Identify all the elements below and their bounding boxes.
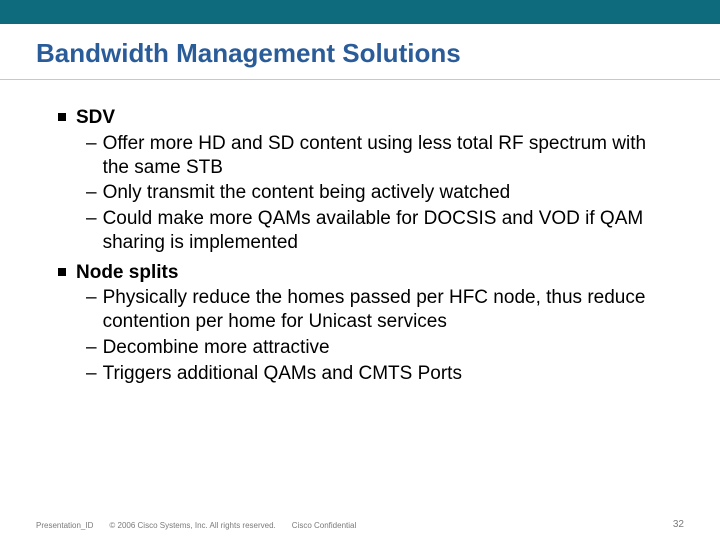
top-accent-bar — [0, 0, 720, 24]
dash-icon: – — [86, 362, 97, 386]
dash-icon: – — [86, 207, 97, 231]
title-area: Bandwidth Management Solutions — [0, 24, 720, 80]
bullet-label: SDV — [76, 106, 115, 130]
dash-icon: – — [86, 286, 97, 310]
bullet-block: Node splits – Physically reduce the home… — [58, 261, 660, 386]
slide-title: Bandwidth Management Solutions — [36, 38, 684, 69]
footer-presentation-id: Presentation_ID — [36, 521, 93, 530]
sub-text: Only transmit the content being actively… — [103, 181, 660, 205]
sub-text: Could make more QAMs available for DOCSI… — [103, 207, 660, 255]
square-bullet-icon — [58, 113, 66, 121]
sub-text: Triggers additional QAMs and CMTS Ports — [103, 362, 660, 386]
bullet-header: SDV — [58, 106, 660, 130]
sub-list: – Physically reduce the homes passed per… — [58, 286, 660, 385]
slide-footer: Presentation_ID © 2006 Cisco Systems, In… — [36, 521, 684, 530]
page-number: 32 — [673, 519, 684, 530]
sub-item: – Could make more QAMs available for DOC… — [86, 207, 660, 255]
sub-item: – Decombine more attractive — [86, 336, 660, 360]
sub-text: Physically reduce the homes passed per H… — [103, 286, 660, 334]
bullet-header: Node splits — [58, 261, 660, 285]
footer-copyright: © 2006 Cisco Systems, Inc. All rights re… — [109, 521, 275, 530]
sub-list: – Offer more HD and SD content using les… — [58, 132, 660, 255]
sub-text: Offer more HD and SD content using less … — [103, 132, 660, 180]
sub-item: – Physically reduce the homes passed per… — [86, 286, 660, 334]
sub-item: – Triggers additional QAMs and CMTS Port… — [86, 362, 660, 386]
sub-item: – Offer more HD and SD content using les… — [86, 132, 660, 180]
content-area: SDV – Offer more HD and SD content using… — [0, 80, 720, 385]
dash-icon: – — [86, 132, 97, 156]
sub-text: Decombine more attractive — [103, 336, 660, 360]
bullet-label: Node splits — [76, 261, 178, 285]
footer-confidential: Cisco Confidential — [292, 521, 356, 530]
sub-item: – Only transmit the content being active… — [86, 181, 660, 205]
bullet-block: SDV – Offer more HD and SD content using… — [58, 106, 660, 255]
dash-icon: – — [86, 181, 97, 205]
square-bullet-icon — [58, 268, 66, 276]
dash-icon: – — [86, 336, 97, 360]
